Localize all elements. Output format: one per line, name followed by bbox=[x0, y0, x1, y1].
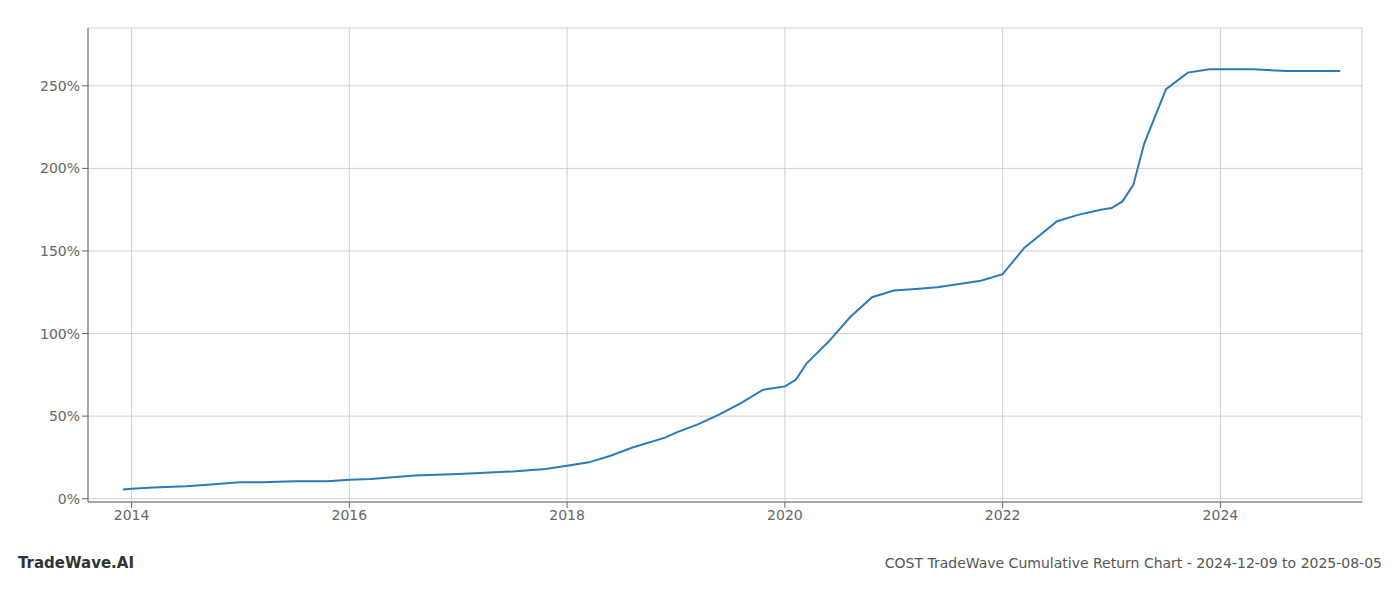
svg-text:2024: 2024 bbox=[1203, 507, 1239, 523]
svg-text:2014: 2014 bbox=[114, 507, 150, 523]
svg-text:2016: 2016 bbox=[332, 507, 368, 523]
svg-text:2020: 2020 bbox=[767, 507, 803, 523]
svg-text:2018: 2018 bbox=[549, 507, 585, 523]
svg-text:100%: 100% bbox=[40, 326, 80, 342]
svg-text:150%: 150% bbox=[40, 243, 80, 259]
svg-text:0%: 0% bbox=[58, 491, 80, 507]
svg-text:50%: 50% bbox=[49, 408, 80, 424]
html-text:COST TradeWave Cumulative Retu: COST TradeWave Cumulative Return Chart -… bbox=[884, 555, 1382, 571]
svg-text:250%: 250% bbox=[40, 78, 80, 94]
svg-text:200%: 200% bbox=[40, 160, 80, 176]
html-text:TradeWave.AI: TradeWave.AI bbox=[18, 554, 134, 572]
svg-text:2022: 2022 bbox=[985, 507, 1021, 523]
